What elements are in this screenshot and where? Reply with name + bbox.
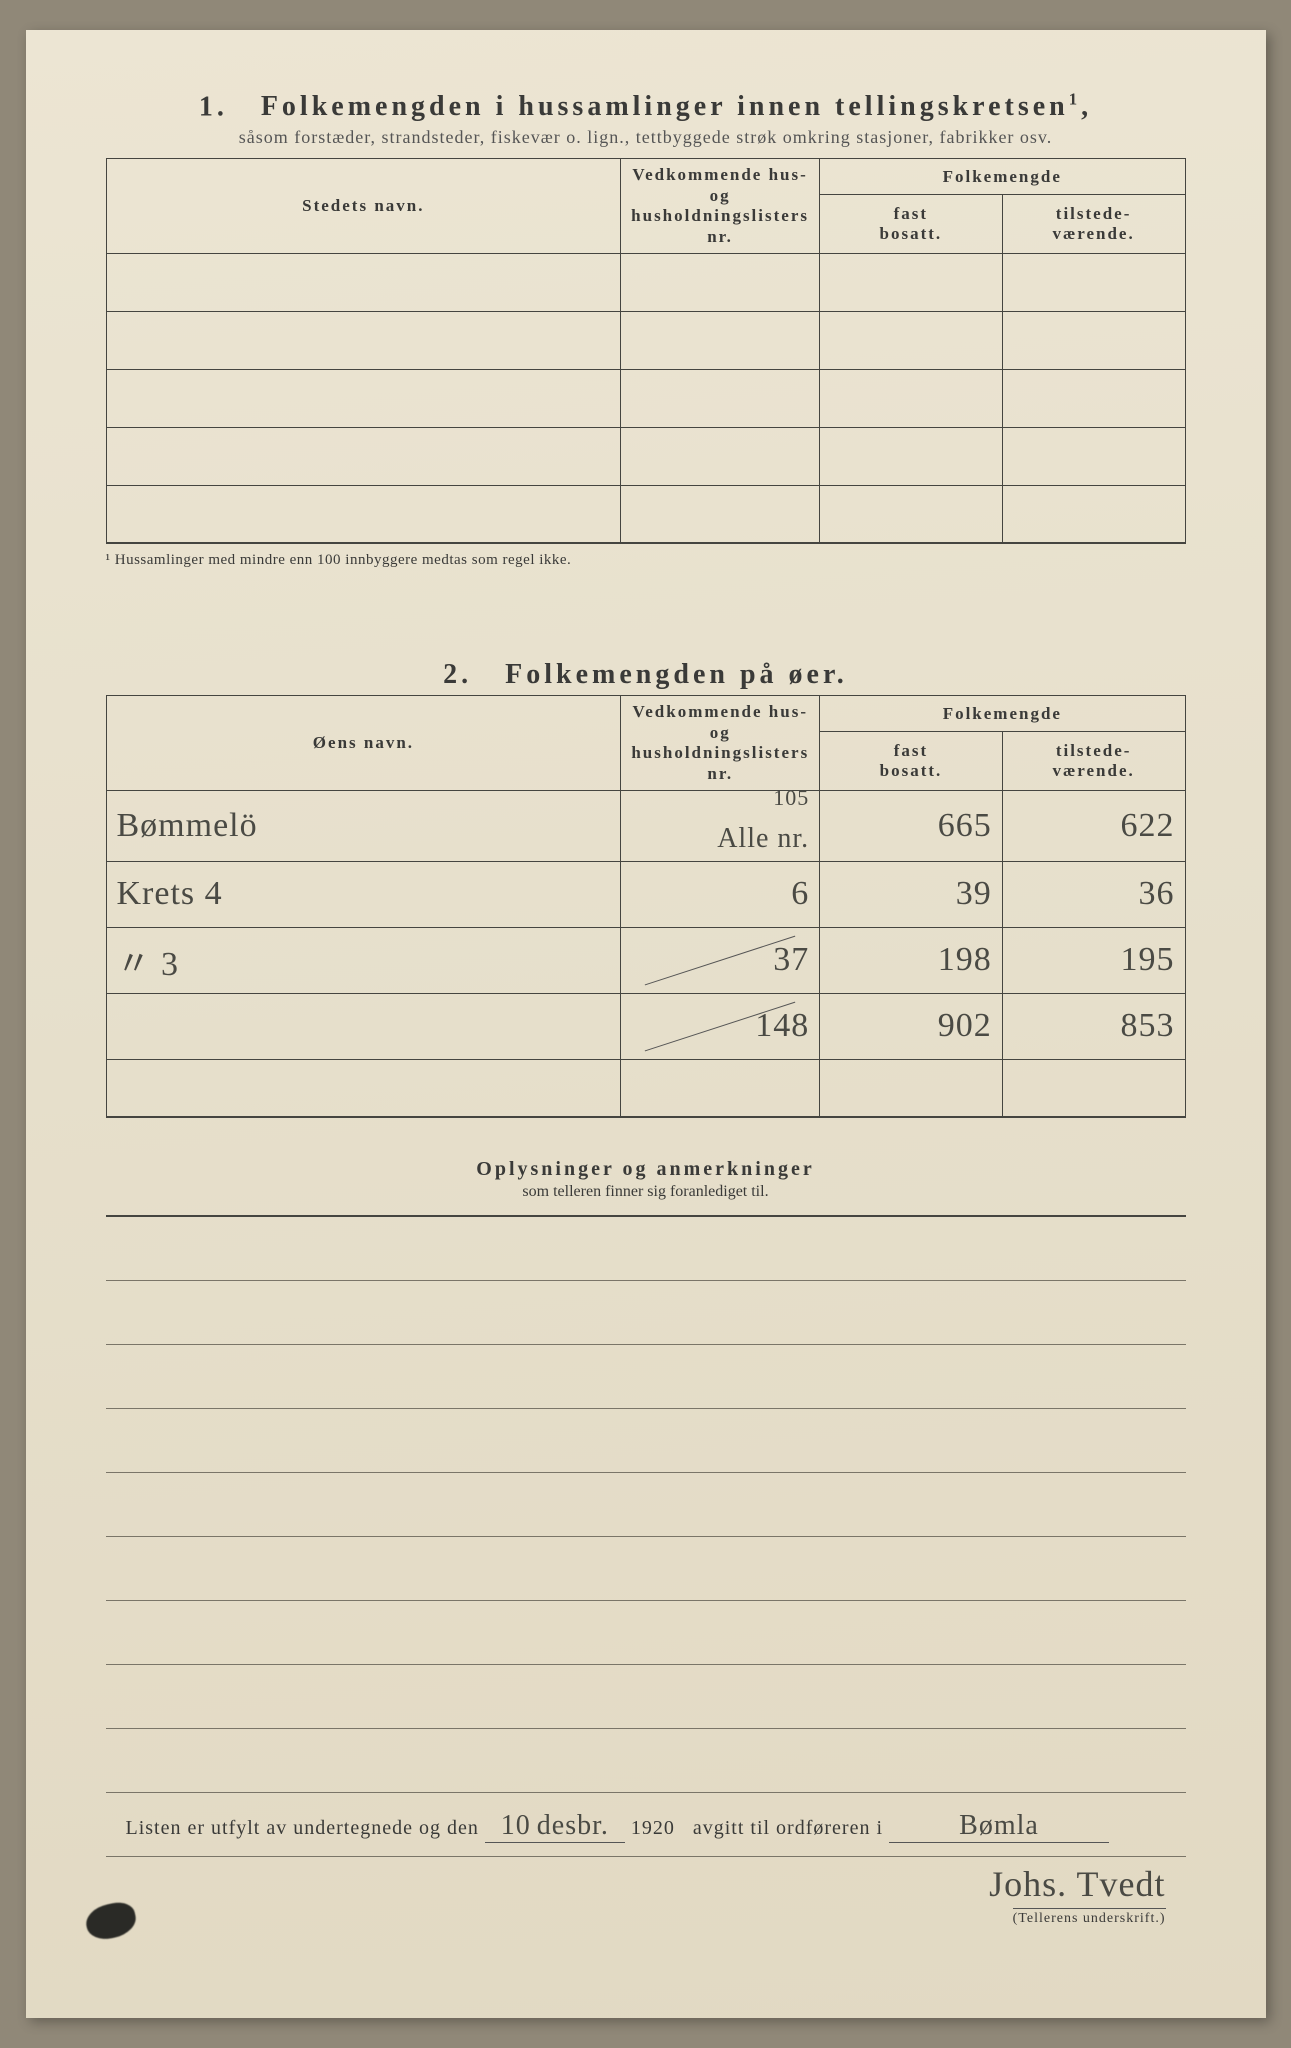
section-1-footnote: ¹ Hussamlinger med mindre enn 100 innbyg… [106,552,1186,569]
col-fast-bosatt-2: fast bosatt. [820,732,1003,791]
table-row: Bømmelö 105 Alle nr. 665 622 [106,790,1185,861]
section-2-number: 2. [443,659,472,690]
hw-til: 36 [1139,875,1175,912]
signature-area: Johs. Tvedt (Tellerens underskrift.) [126,1863,1166,1928]
table-row: 〃 3 37 198 195 [106,927,1185,993]
hw-til: 195 [1121,941,1175,978]
col-husholdningslister-2: Vedkommende hus- og husholdningslisters … [621,696,820,791]
col-tilstede: tilstede- værende. [1002,195,1185,254]
footer-month: desbr. [537,1810,609,1841]
remarks-line [106,1665,1186,1729]
hw-fast-total: 902 [938,1007,992,1044]
signature-label: (Tellerens underskrift.) [1013,1908,1166,1927]
hw-til: 622 [1121,807,1175,844]
col-husholdningslister: Vedkommende hus- og husholdningslisters … [621,159,820,254]
table-row [106,253,1185,311]
col-folkemengde-2: Folkemengde [820,696,1185,732]
col-fast-bosatt: fast bosatt. [820,195,1003,254]
table-row-total: 148 902 853 [106,993,1185,1059]
col-tilstede-2: tilstede- værende. [1002,732,1185,791]
table-row [106,485,1185,543]
hw-nr-total: 148 [755,1007,809,1044]
hw-island-name: Krets 4 [117,875,223,912]
footer-mid: avgitt til ordføreren i [693,1817,883,1839]
remarks-line [106,1345,1186,1409]
remarks-line [106,1217,1186,1281]
hw-til-total: 853 [1121,1007,1175,1044]
section-1-title: 1. Folkemengden i hussamlinger innen tel… [106,90,1186,123]
section-2: 2. Folkemengden på øer. Øens navn. Vedko… [106,659,1186,1118]
table-row [106,369,1185,427]
section-1: 1. Folkemengden i hussamlinger innen tel… [106,90,1186,569]
col-oens-navn: Øens navn. [106,696,621,791]
remarks-line [106,1409,1186,1473]
remarks-line [106,1601,1186,1665]
section-1-number: 1. [199,91,228,122]
footer-year: 1920 [631,1817,675,1839]
hw-nr: 6 [791,875,809,912]
table-row: Krets 4 6 39 36 [106,861,1185,927]
remarks-line [106,1537,1186,1601]
remarks-subtitle: som telleren finner sig foranlediget til… [106,1183,1186,1201]
remarks-line [106,1281,1186,1345]
table-row [106,311,1185,369]
section-2-title: 2. Folkemengden på øer. [106,659,1186,691]
footer-prefix: Listen er utfylt av undertegnede og den [126,1817,479,1839]
col-folkemengde: Folkemengde [820,159,1186,195]
hw-fast: 198 [938,941,992,978]
remarks-title: Oplysninger og anmerkninger [106,1158,1186,1181]
ink-blot-icon [83,1899,139,1943]
hw-island-name: Bømmelö [117,807,258,844]
table-section-2: Øens navn. Vedkommende hus- og husholdni… [106,695,1186,1118]
section-1-subtitle: såsom forstæder, strandsteder, fiskevær … [106,127,1186,148]
section-2-heading: Folkemengden på øer. [505,659,848,690]
hw-island-name: 〃 3 [117,946,180,983]
footer: Listen er utfylt av undertegnede og den … [126,1810,1166,1928]
hw-nr-note: 105 [773,785,809,810]
footer-place: Bømla [959,1810,1039,1841]
hw-nr: Alle nr. [717,823,809,854]
census-form-page: 1. Folkemengden i hussamlinger innen tel… [26,30,1266,2018]
footer-day: 10 [501,1810,531,1841]
signature: Johs. Tvedt [126,1863,1166,1905]
remarks-line [106,1473,1186,1537]
section-remarks: Oplysninger og anmerkninger som telleren… [106,1158,1186,1857]
remarks-line [106,1729,1186,1793]
hw-nr: 37 [773,941,809,978]
table-section-1: Stedets navn. Vedkommende hus- og hushol… [106,158,1186,544]
hw-fast: 39 [956,875,992,912]
col-stedets-navn: Stedets navn. [106,159,621,254]
hw-fast: 665 [938,807,992,844]
section-1-heading: Folkemengden i hussamlinger innen tellin… [261,91,1092,122]
table-row [106,427,1185,485]
table-row [106,1059,1185,1117]
